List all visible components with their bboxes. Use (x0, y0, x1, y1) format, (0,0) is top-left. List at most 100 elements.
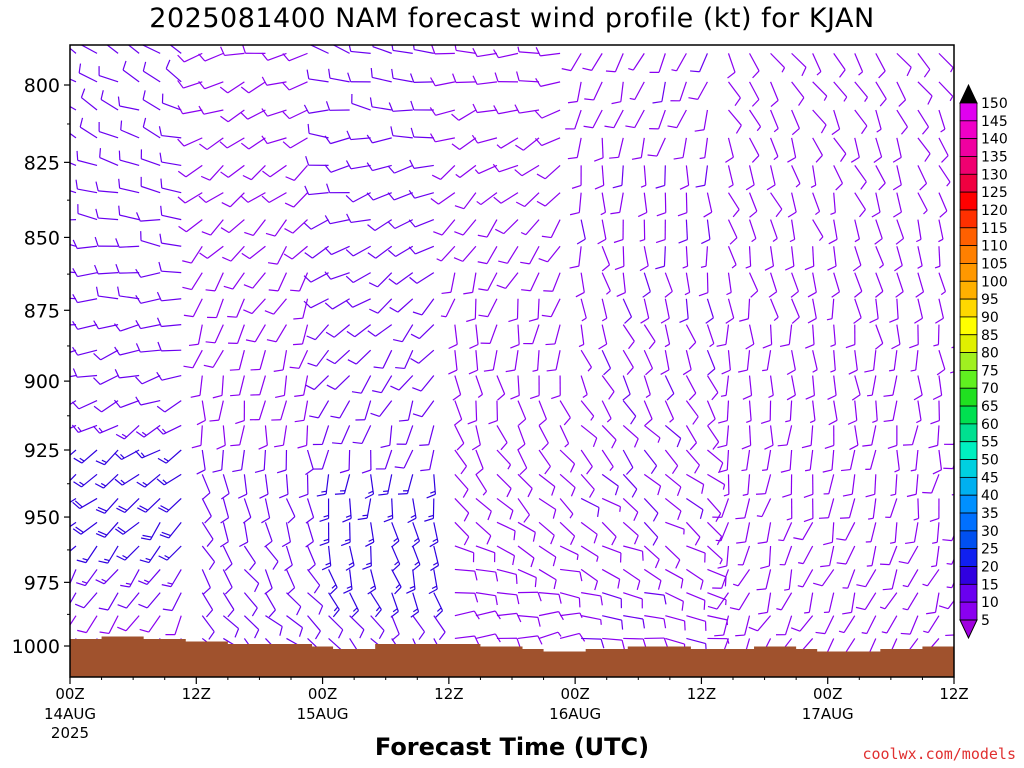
wind-barb (581, 615, 602, 625)
wind-barb (196, 400, 206, 426)
wind-barb (169, 45, 182, 54)
wind-barb (622, 324, 635, 350)
wind-barb (364, 474, 375, 499)
wind-barb (762, 350, 772, 372)
wind-barb (242, 164, 266, 181)
wind-barb (282, 109, 308, 120)
wind-barb (223, 272, 245, 290)
wind-barb (70, 521, 77, 528)
wind-barb (222, 545, 233, 572)
wind-barb (581, 637, 605, 649)
wind-barb (944, 441, 954, 445)
wind-barb (622, 449, 634, 475)
colorbar-bin (959, 476, 978, 496)
wind-barb (319, 498, 330, 523)
wind-barb (321, 545, 332, 571)
wind-barb (71, 424, 98, 433)
wind-barb (136, 473, 161, 488)
wind-barb (517, 400, 527, 426)
wind-barb (92, 424, 119, 434)
wind-barb (177, 164, 203, 178)
wind-barb (748, 53, 760, 79)
wind-barb (601, 521, 617, 546)
wind-barb (243, 272, 266, 289)
colorbar-bin (959, 138, 978, 157)
wind-barb (390, 375, 414, 391)
wind-barb (113, 323, 140, 332)
wind-barb (406, 569, 416, 594)
wind-barb (721, 350, 731, 375)
wind-barb (916, 219, 922, 243)
wind-barb (892, 165, 902, 191)
colorbar-label: 70 (981, 381, 999, 397)
wind-barb (389, 298, 414, 313)
wind-barb (707, 545, 723, 565)
wind-barb (496, 497, 514, 520)
wind-barb (454, 449, 468, 475)
wind-barb (535, 47, 561, 57)
wind-barb (262, 164, 287, 178)
wind-barb (369, 97, 392, 111)
wind-barb (818, 498, 835, 519)
wind-barb (520, 245, 540, 265)
wind-barb (159, 521, 182, 539)
wind-barb (823, 592, 835, 614)
wind-barb (894, 449, 900, 473)
wind-barb (805, 375, 816, 400)
wind-barb (328, 592, 340, 618)
wind-barb (686, 592, 706, 610)
wind-barb (303, 298, 329, 309)
wind-barbs (70, 45, 954, 664)
wind-barb (140, 231, 161, 247)
wind-barb (285, 498, 296, 524)
wind-barb (797, 569, 814, 588)
wind-barb (748, 272, 759, 298)
wind-barb (250, 375, 267, 396)
wind-barb (370, 592, 382, 618)
wind-barb (483, 350, 498, 372)
x-tick-label: 12Z (434, 685, 463, 703)
wind-barb (264, 522, 273, 548)
wind-barb (429, 107, 456, 116)
wind-barb (493, 49, 519, 59)
wind-barb (369, 298, 393, 314)
wind-barb (739, 298, 751, 322)
colorbar-bin (959, 334, 978, 353)
wind-barb (440, 298, 456, 318)
wind-barb (601, 349, 612, 376)
wind-barb (546, 350, 561, 372)
wind-barb (875, 272, 884, 298)
wind-barb (478, 298, 498, 318)
wind-barb (852, 246, 862, 272)
wind-barb (602, 637, 625, 650)
colorbar-bin (959, 156, 978, 175)
wind-barb (135, 449, 161, 459)
wind-barb (98, 66, 119, 83)
y-tick-label: 800 (24, 75, 60, 97)
wind-barb (79, 117, 98, 139)
wind-barb (375, 449, 393, 470)
wind-barb (475, 633, 501, 643)
colorbar-under-triangle (959, 619, 978, 640)
wind-barb (523, 324, 540, 345)
wind-barb (72, 368, 98, 378)
wind-barb (712, 498, 730, 518)
wind-barb (366, 192, 392, 201)
wind-barb (259, 474, 269, 499)
wind-barb (900, 615, 919, 635)
wind-barb (430, 545, 440, 571)
wind-barb (874, 219, 883, 245)
colorbar-label: 20 (981, 560, 999, 576)
wind-barb (559, 521, 576, 545)
wind-barb (241, 245, 266, 260)
wind-barb (307, 569, 321, 594)
wind-barb (324, 271, 350, 280)
colorbar-bin (959, 173, 978, 193)
wind-barb (812, 81, 828, 101)
wind-barb (419, 425, 435, 446)
wind-barb (840, 449, 856, 472)
wind-barb (865, 449, 877, 471)
wind-barb (345, 192, 371, 203)
wind-barb (760, 545, 772, 569)
wind-barb (410, 349, 435, 364)
